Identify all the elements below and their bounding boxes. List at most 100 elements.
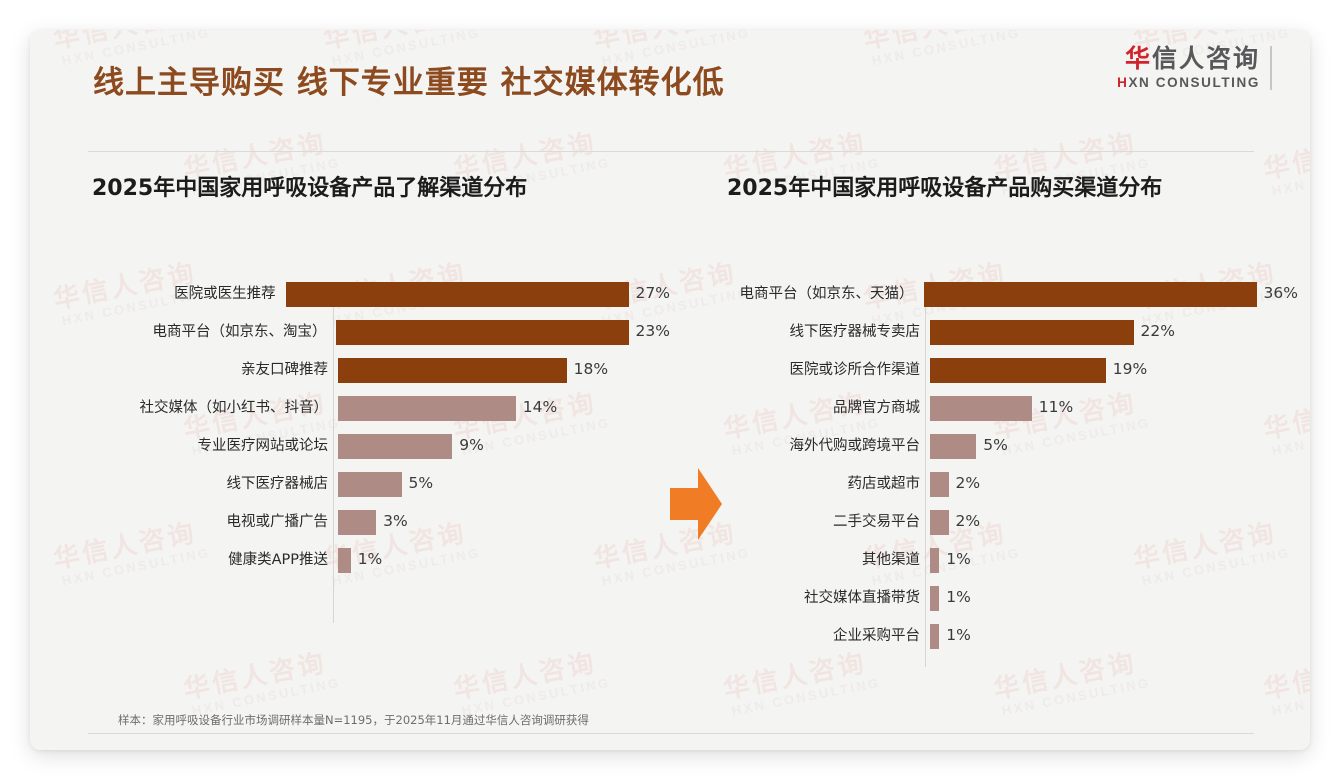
- bar-category-label: 企业采购平台: [833, 627, 920, 644]
- bar-category-label: 药店或超市: [847, 475, 921, 492]
- brand-logo-cn: 华信人咨询: [1117, 44, 1260, 73]
- bar: [930, 623, 940, 649]
- bar-category-label: 品牌官方商城: [833, 399, 920, 416]
- bar-track: 9%: [338, 427, 670, 465]
- bar-row: 企业采购平台 1%: [698, 617, 1298, 655]
- bar-value-label: 23%: [635, 322, 670, 341]
- bar-row: 亲友口碑推荐 18%: [70, 351, 670, 389]
- bar-row: 专业医疗网站或论坛 9%: [70, 427, 670, 465]
- bar-category-label: 线下医疗器械专卖店: [789, 323, 921, 340]
- bar-category-label: 专业医疗网站或论坛: [197, 437, 329, 454]
- bar-row: 二手交易平台 2%: [698, 503, 1298, 541]
- title-divider: [88, 151, 1254, 152]
- bar-row: 品牌官方商城 11%: [698, 389, 1298, 427]
- bar-category-label: 社交媒体直播带货: [804, 589, 920, 606]
- bar: [930, 509, 949, 535]
- bar-value-label: 1%: [946, 626, 971, 645]
- bar-row: 电视或广播广告 3%: [70, 503, 670, 541]
- bar: [338, 357, 567, 383]
- bar-track: 5%: [930, 427, 1298, 465]
- bar: [930, 547, 940, 573]
- bar: [338, 471, 402, 497]
- bar-list: 电商平台（如京东、天猫） 36% 线下医疗器械专卖店 22% 医院或诊所合作渠道 19% 品…: [698, 275, 1298, 655]
- bar-row: 医院或医生推荐 27%: [70, 275, 670, 313]
- bar: [338, 509, 377, 535]
- bar: [930, 433, 977, 459]
- chart-title-purchase: 2025年中国家用呼吸设备产品购买渠道分布: [727, 176, 1163, 201]
- bar-row: 海外代购或跨境平台 5%: [698, 427, 1298, 465]
- bar-category-label: 医院或诊所合作渠道: [789, 361, 921, 378]
- bar-track: 14%: [338, 389, 670, 427]
- bar: [930, 357, 1106, 383]
- bar-track: 11%: [930, 389, 1298, 427]
- bar-track: 2%: [930, 503, 1298, 541]
- brand-logo: 华信人咨询 HXN CONSULTING: [1117, 44, 1272, 91]
- footer-website-link[interactable]: www.hxrcon.com: [1157, 749, 1248, 750]
- slide-header: 线上主导购买 线下专业重要 社交媒体转化低 华信人咨询 HXN CONSULTI…: [30, 30, 1310, 122]
- bar-category-label: 亲友口碑推荐: [241, 361, 328, 378]
- bar: [338, 433, 453, 459]
- footer-copyright: ©2026.1 HXR华信人咨询: [92, 749, 235, 750]
- bar-value-label: 36%: [1263, 284, 1298, 303]
- bar-category-label: 二手交易平台: [833, 513, 920, 530]
- bar-category-label: 电商平台（如京东、天猫）: [739, 285, 914, 302]
- bar-value-label: 2%: [955, 512, 981, 531]
- bar-value-label: 22%: [1140, 322, 1175, 341]
- bar-track: 23%: [336, 313, 670, 351]
- bar-track: 1%: [930, 579, 1298, 617]
- brand-logo-en-first: H: [1117, 75, 1129, 91]
- bar: [338, 547, 351, 573]
- bar-category-label: 社交媒体（如小红书、抖音）: [139, 399, 329, 416]
- bar-track: 27%: [285, 275, 670, 313]
- bar-value-label: 27%: [635, 284, 670, 303]
- bar-value-label: 1%: [946, 588, 971, 607]
- bar-category-label: 电商平台（如京东、淘宝）: [152, 323, 327, 340]
- bar: [930, 471, 949, 497]
- bar-value-label: 5%: [408, 474, 434, 493]
- chart-axis-line: [333, 283, 334, 623]
- bar-track: 3%: [338, 503, 670, 541]
- bar-row: 线下医疗器械专卖店 22%: [698, 313, 1298, 351]
- bar-value-label: 5%: [983, 436, 1008, 455]
- page-title: 线上主导购买 线下专业重要 社交媒体转化低: [93, 65, 725, 101]
- bar: [336, 319, 629, 345]
- bar-value-label: 2%: [955, 474, 981, 493]
- source-note: 样本：家用呼吸设备行业市场调研样本量N=1195，于2025年11月通过华信人咨…: [118, 713, 589, 727]
- bar-chart-purchase: 电商平台（如京东、天猫） 36% 线下医疗器械专卖店 22% 医院或诊所合作渠道 19% 品…: [698, 275, 1298, 667]
- bar-row: 其他渠道 1%: [698, 541, 1298, 579]
- bar-row: 医院或诊所合作渠道 19%: [698, 351, 1298, 389]
- bar: [930, 319, 1134, 345]
- bar-value-label: 1%: [357, 550, 383, 569]
- bar: [338, 395, 516, 421]
- bar: [930, 395, 1032, 421]
- bar-value-label: 14%: [522, 398, 558, 417]
- bar: [285, 281, 629, 307]
- slide-canvas: 华信人咨询 HXN CONSULTING 华信人咨询 HXN CONSULTING华信…: [30, 30, 1310, 750]
- bar-track: 5%: [338, 465, 670, 503]
- brand-logo-en: HXN CONSULTING: [1117, 75, 1260, 90]
- bar-category-label: 海外代购或跨境平台: [789, 437, 921, 454]
- bar-track: 1%: [930, 617, 1298, 655]
- bar-row: 线下医疗器械店 5%: [70, 465, 670, 503]
- brand-logo-cn-rest: 信人咨询: [1151, 44, 1260, 73]
- bar-value-label: 19%: [1112, 360, 1148, 379]
- bar-value-label: 11%: [1038, 398, 1074, 417]
- bar-chart-awareness: 医院或医生推荐 27% 电商平台（如京东、淘宝） 23% 亲友口碑推荐 18% 社交媒体（如…: [70, 275, 670, 623]
- flow-arrow-icon: [670, 468, 722, 540]
- chart-axis-line: [925, 283, 926, 667]
- bar-value-label: 1%: [946, 550, 971, 569]
- bar-row: 电商平台（如京东、天猫） 36%: [698, 275, 1298, 313]
- bar-value-label: 18%: [573, 360, 609, 379]
- bar-track: 1%: [930, 541, 1298, 579]
- bar-value-label: 3%: [383, 512, 408, 531]
- bar-track: 19%: [930, 351, 1298, 389]
- bar-category-label: 健康类APP推送: [228, 551, 328, 568]
- bar-track: 36%: [923, 275, 1298, 313]
- bar-track: 1%: [338, 541, 670, 579]
- bar-row: 社交媒体直播带货 1%: [698, 579, 1298, 617]
- bar-category-label: 线下医疗器械店: [226, 475, 329, 492]
- bar: [930, 585, 940, 611]
- bar-row: 电商平台（如京东、淘宝） 23%: [70, 313, 670, 351]
- brand-logo-en-rest: XN CONSULTING: [1128, 75, 1260, 91]
- bar-list: 医院或医生推荐 27% 电商平台（如京东、淘宝） 23% 亲友口碑推荐 18% 社交媒体（如…: [70, 275, 670, 579]
